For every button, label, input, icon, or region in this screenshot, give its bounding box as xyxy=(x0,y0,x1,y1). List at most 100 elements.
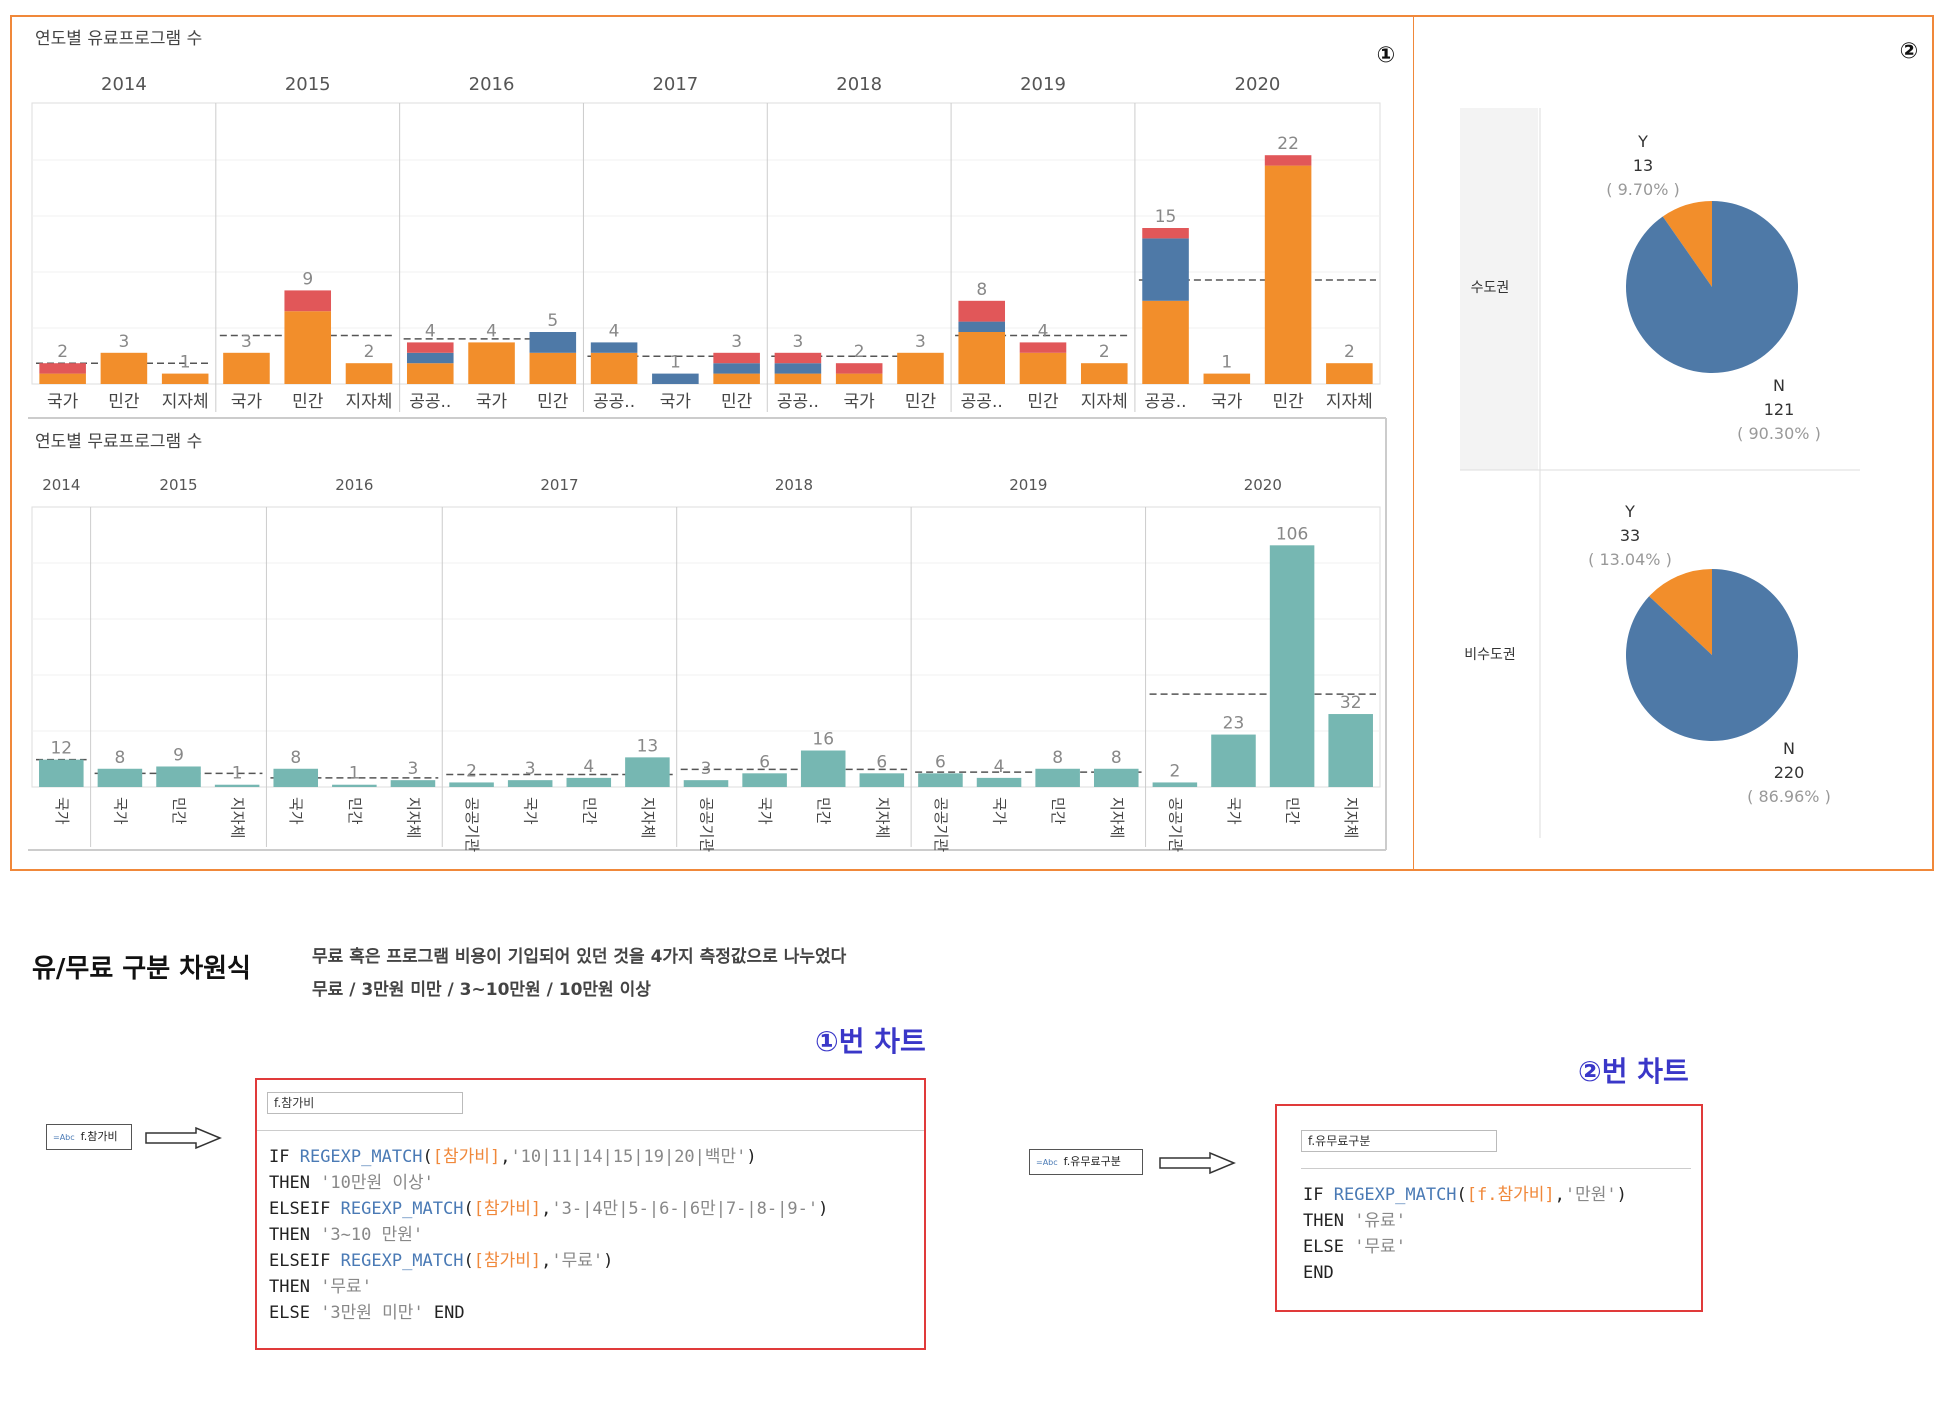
formula2-editor: f.유무료구분 IF REGEXP_MATCH([f.참가비],'만원') TH… xyxy=(1275,1104,1703,1312)
bar-segment-orange xyxy=(590,352,638,384)
bar-value-label: 8 xyxy=(976,280,987,300)
x-tick-label: 민간 xyxy=(721,392,753,412)
bar-value-label: 4 xyxy=(1038,321,1049,341)
x-tick-label: 민간 xyxy=(905,392,937,412)
bar-value-label: 6 xyxy=(935,752,946,772)
bar-value-label: 3 xyxy=(915,332,926,352)
x-tick-label: 국가 xyxy=(756,797,774,825)
pie-slice-y xyxy=(1662,201,1712,287)
year-header: 2016 xyxy=(335,476,373,494)
x-tick-label: 국가 xyxy=(47,392,79,412)
year-header: 2017 xyxy=(652,74,698,95)
bar-segment-blue xyxy=(958,321,1006,332)
free-bar xyxy=(390,780,436,787)
bar-segment-orange xyxy=(100,352,148,384)
pie-slice-n xyxy=(1625,569,1798,742)
bar-value-label: 8 xyxy=(290,748,301,768)
bar-segment-orange xyxy=(284,311,332,384)
pie-n-name: N xyxy=(1783,739,1795,758)
x-tick-label: 공공기관 xyxy=(1166,797,1184,852)
free-bar xyxy=(507,780,553,787)
pie-y-pct: ( 9.70% ) xyxy=(1606,180,1679,199)
free-bar xyxy=(273,768,319,787)
bar-segment-orange xyxy=(468,342,515,384)
free-bar xyxy=(800,750,846,787)
x-tick-label: 공공기관 xyxy=(698,797,716,852)
pie-n-value: 121 xyxy=(1764,400,1795,419)
pie-y-name: Y xyxy=(1624,502,1635,521)
free-bar xyxy=(1152,782,1198,787)
chart2-marker: ② xyxy=(1900,39,1919,64)
bar-value-label: 13 xyxy=(637,736,659,756)
section-title: 유/무료 구분 차원식 xyxy=(32,954,251,984)
year-header: 2016 xyxy=(469,74,515,95)
x-tick-label: 국가 xyxy=(844,392,876,412)
bar-segment-orange xyxy=(529,352,577,384)
field-pill-chamgabi[interactable]: =Abc f.참가비 xyxy=(46,1124,132,1150)
free-bar xyxy=(214,784,260,787)
bar-value-label: 2 xyxy=(1099,342,1110,362)
bar-segment-orange xyxy=(835,373,883,384)
bar-segment-orange xyxy=(1203,373,1251,384)
bar-segment-red xyxy=(713,352,760,364)
bar-segment-orange xyxy=(1326,363,1373,384)
bar-value-label: 8 xyxy=(1052,748,1063,768)
bar-value-label: 2 xyxy=(854,342,865,362)
bar-segment-blue xyxy=(774,363,822,374)
bar-segment-red xyxy=(406,342,454,353)
x-tick-label: 지자체 xyxy=(1326,392,1373,412)
x-tick-label: 지자체 xyxy=(346,392,393,412)
pie-n-value: 220 xyxy=(1774,763,1805,782)
field-pill-yumuryo[interactable]: =Abc f.유무료구분 xyxy=(1029,1149,1143,1175)
formula1-code[interactable]: IF REGEXP_MATCH([참가비],'10|11|14|15|19|20… xyxy=(269,1147,829,1323)
arrow-right-icon xyxy=(1159,1151,1236,1175)
section-desc-line1: 무료 혹은 프로그램 비용이 기입되어 있던 것을 4가지 측정값으로 나누었다 xyxy=(312,947,847,967)
formula-name-field[interactable]: f.유무료구분 xyxy=(1301,1130,1497,1152)
free-bar xyxy=(859,773,905,787)
x-tick-label: 국가 xyxy=(476,392,508,412)
bar-segment-orange xyxy=(958,332,1006,384)
x-tick-label: 국가 xyxy=(111,797,129,825)
bar-value-label: 1 xyxy=(1221,353,1232,373)
x-tick-label: 민간 xyxy=(170,797,188,825)
dashboard-divider xyxy=(1413,17,1414,869)
bar-segment-orange xyxy=(713,373,760,384)
formula2-code[interactable]: IF REGEXP_MATCH([f.참가비],'만원') THEN '유료' … xyxy=(1303,1185,1627,1283)
paid-programs-chart: 연도별 유료프로그램 수 ① 2014 2015 2016 2017 2018 2019 202… xyxy=(28,29,1919,852)
bar-value-label: 2 xyxy=(1169,761,1180,781)
free-bar xyxy=(742,773,787,787)
bar-value-label: 5 xyxy=(547,311,558,331)
bar-segment-red xyxy=(1264,155,1312,166)
bar-value-label: 22 xyxy=(1277,134,1299,154)
bar-segment-orange xyxy=(223,352,270,384)
bar-value-label: 2 xyxy=(57,342,68,362)
bar-value-label: 3 xyxy=(701,759,712,779)
bar-segment-blue xyxy=(590,342,638,353)
pie-slice-n xyxy=(1626,201,1799,373)
formula-name-field[interactable]: f.참가비 xyxy=(267,1092,463,1114)
bar-value-label: 106 xyxy=(1276,524,1308,544)
bar-value-label: 4 xyxy=(583,757,594,777)
bar-segment-red xyxy=(774,352,822,364)
bar-value-label: 4 xyxy=(609,321,620,341)
bar-value-label: 3 xyxy=(525,759,536,779)
bar-segment-orange xyxy=(1019,352,1067,384)
formula1-editor: f.참가비 IF REGEXP_MATCH([참가비],'10|11|14|15… xyxy=(255,1078,926,1350)
bar-segment-red xyxy=(1019,342,1067,353)
x-tick-label: 국가 xyxy=(522,797,540,825)
paid-plot-area xyxy=(31,102,1381,385)
bar-segment-orange xyxy=(1142,300,1189,384)
chart1-ref-label: ①번 차트 xyxy=(815,1025,926,1058)
bar-value-label: 4 xyxy=(425,321,436,341)
pie-n-name: N xyxy=(1773,376,1785,395)
chart1-marker: ① xyxy=(1377,43,1396,68)
x-tick-label: 지자체 xyxy=(1081,392,1128,412)
x-tick-label: 민간 xyxy=(108,392,140,412)
pie-y-value: 33 xyxy=(1620,526,1640,545)
bar-value-label: 8 xyxy=(1111,748,1122,768)
bar-segment-blue xyxy=(529,332,577,353)
year-header: 2020 xyxy=(1235,74,1281,95)
divider xyxy=(257,1130,924,1131)
bar-value-label: 3 xyxy=(241,332,252,352)
free-bar xyxy=(156,766,201,787)
